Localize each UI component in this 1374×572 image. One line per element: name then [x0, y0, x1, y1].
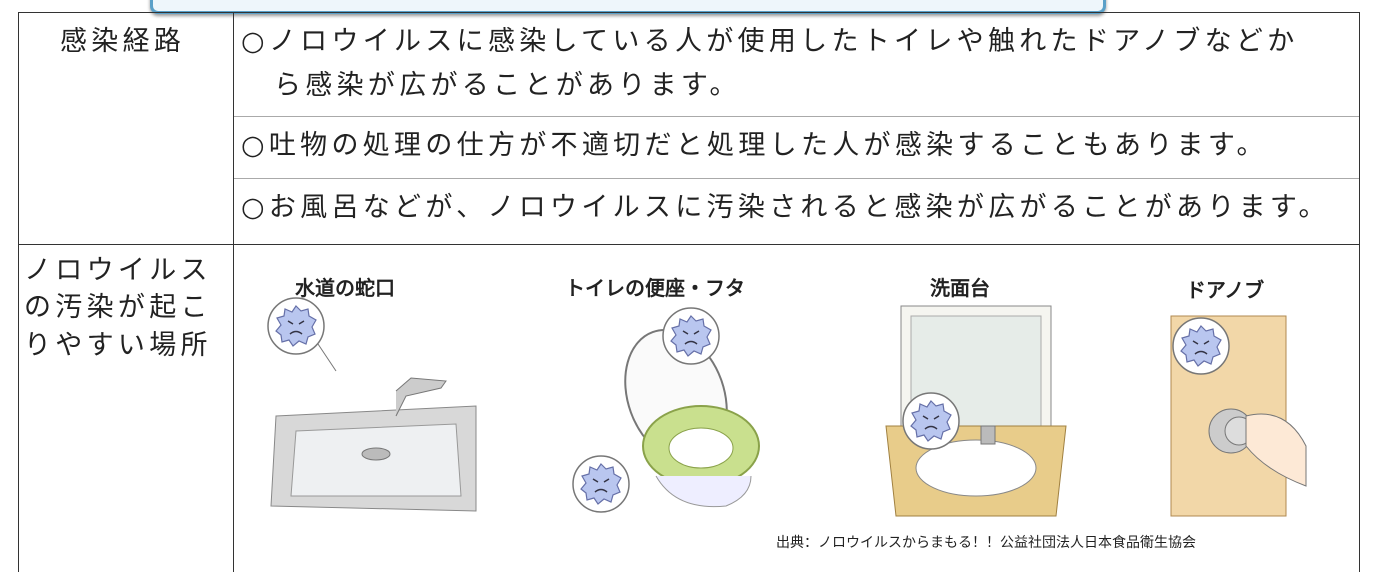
row-separator — [18, 244, 1360, 245]
washbasin-illustration — [885, 305, 1067, 517]
row-header-line: の汚染が起こ — [24, 292, 212, 323]
item-line: ○お風呂などが、ノロウイルスに汚染されると感染が広がることがあります。 — [241, 192, 1330, 223]
row-header: 感染経路 — [60, 26, 186, 57]
table-border — [18, 12, 1360, 13]
item-separator — [233, 178, 1360, 179]
place-label: 水道の蛇口 — [295, 276, 395, 300]
place-label: ドアノブ — [1185, 278, 1265, 302]
place-label: 洗面台 — [930, 276, 990, 300]
source-citation: 出典：ノロウイルスからまもる！！公益社団法人日本食品衛生協会 — [776, 535, 1196, 551]
item-line: ○ノロウイルスに感染している人が使用したトイレや触れたドアノブなどか — [241, 26, 1299, 57]
sink-illustration — [267, 297, 477, 512]
item-line: ら感染が広がることがあります。 — [274, 70, 741, 101]
item-line: ○吐物の処理の仕方が不適切だと処理した人が感染することもあります。 — [241, 130, 1268, 161]
item-separator — [233, 116, 1360, 117]
place-label: トイレの便座・フタ — [565, 276, 745, 300]
table-border — [18, 12, 19, 572]
doorknob-illustration — [1170, 315, 1307, 517]
row-header-line: りやすい場所 — [24, 330, 212, 361]
toilet-illustration — [572, 307, 760, 513]
illustrations — [267, 297, 1307, 517]
table-border — [1359, 12, 1360, 572]
row-header-line: ノロウイルス — [24, 255, 212, 286]
column-separator — [233, 12, 234, 572]
